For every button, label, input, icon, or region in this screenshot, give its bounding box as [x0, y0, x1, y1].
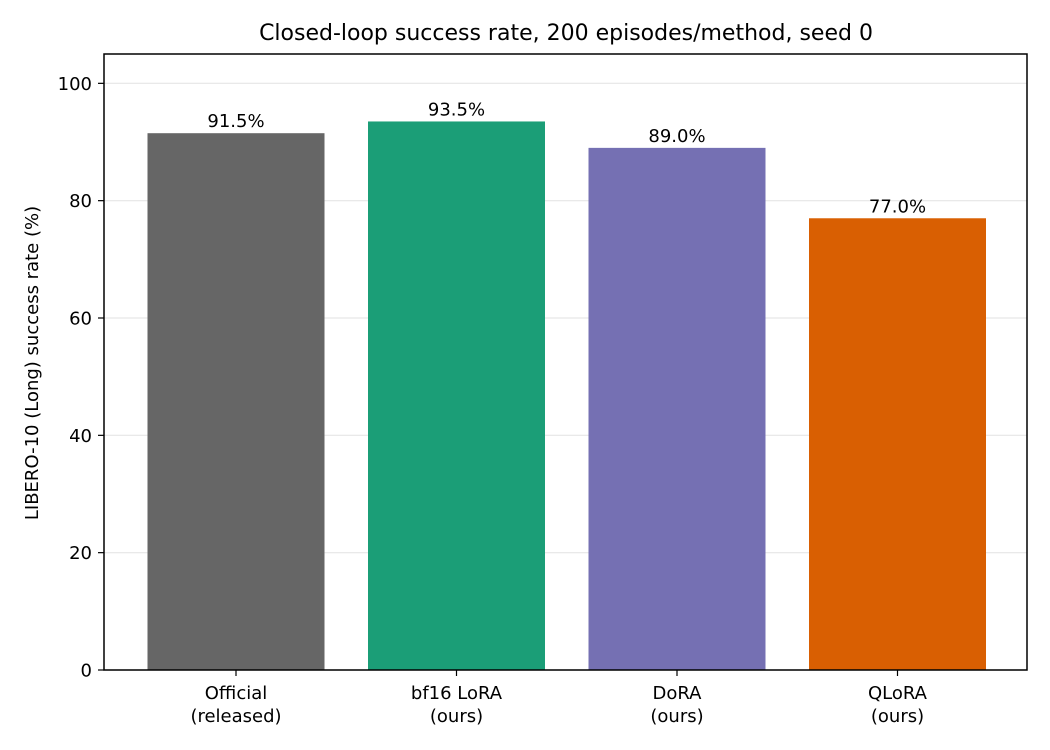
y-tick-label: 60	[69, 309, 92, 330]
chart-title: Closed-loop success rate, 200 episodes/m…	[259, 21, 873, 46]
x-tick-label: (ours)	[871, 706, 924, 727]
y-tick-label: 80	[69, 191, 92, 212]
bar-value-label: 93.5%	[428, 99, 485, 120]
bar	[588, 147, 766, 670]
x-tick-label: QLoRA	[868, 683, 928, 704]
x-axis: Official(released)bf16 LoRA(ours)DoRA(ou…	[190, 670, 928, 727]
x-tick-label: (released)	[190, 706, 281, 727]
bars	[147, 121, 986, 670]
x-tick-label: DoRA	[653, 683, 703, 704]
bar-value-label: 91.5%	[207, 111, 264, 132]
bar-value-label: 77.0%	[869, 196, 926, 217]
y-axis: 0 20 40 60 80 100	[58, 74, 104, 682]
y-tick-label: 100	[58, 74, 92, 95]
bar	[147, 133, 325, 670]
bar	[368, 121, 545, 670]
y-tick-label: 0	[81, 661, 92, 682]
x-tick-label: (ours)	[430, 706, 483, 727]
bar-value-label: 89.0%	[648, 126, 705, 147]
y-tick-label: 40	[69, 426, 92, 447]
bar	[809, 218, 986, 670]
x-tick-label: Official	[205, 683, 268, 704]
x-tick-label: bf16 LoRA	[411, 683, 503, 704]
plot-frame	[103, 53, 1028, 671]
y-axis-label: LIBERO-10 (Long) success rate (%)	[22, 206, 43, 520]
x-tick-label: (ours)	[650, 706, 703, 727]
y-tick-label: 20	[69, 543, 92, 564]
data-labels: 91.5% 93.5% 89.0% 77.0%	[207, 99, 926, 217]
